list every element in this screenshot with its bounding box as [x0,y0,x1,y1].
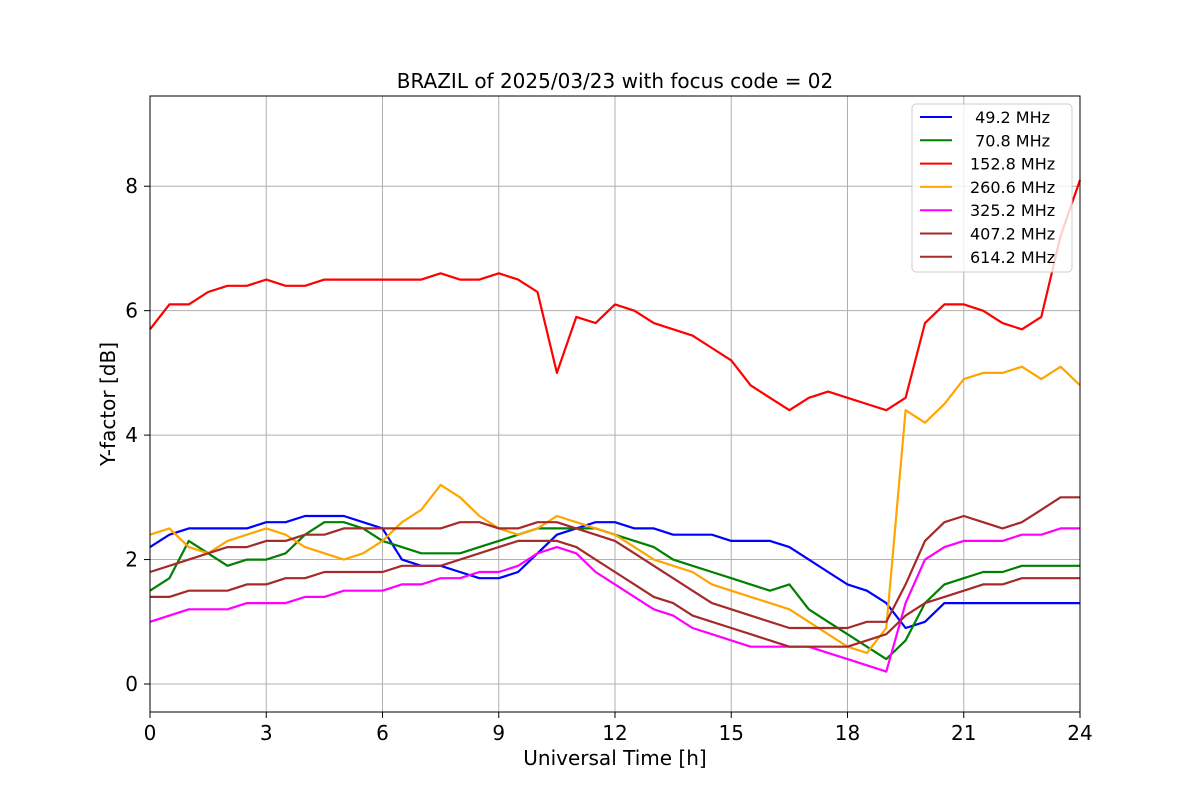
y-tick-label: 0 [125,672,138,696]
series-line-407-2-mhz [149,496,1080,630]
x-tick-label: 0 [144,721,157,745]
x-tick-label: 6 [376,721,389,745]
legend-entry: 614.2 MHz [970,248,1055,267]
x-tick-label: 15 [719,721,744,745]
series-line-152-8-mhz [149,179,1082,412]
y-axis-ticks: 0 2 4 6 8 [125,174,150,696]
legend-box [911,103,1073,273]
y-tick-label: 6 [125,299,138,323]
legend-entry: 49.2 MHz [970,108,1050,127]
legend-entry: 407.2 MHz [970,225,1055,244]
series-lines [149,179,1082,673]
y-tick-label: 2 [125,548,138,572]
series-line-260-6-mhz [149,365,1081,655]
x-tick-label: 24 [1067,721,1092,745]
x-tick-label: 3 [260,721,273,745]
x-axis-ticks: 0 3 6 9 12 15 18 21 24 [144,712,1093,745]
series-line-614-2-mhz [150,539,1080,648]
x-axis-label: Universal Time [h] [523,746,706,770]
series-line-49-2-mhz [149,514,1080,630]
legend-entry: 70.8 MHz [970,131,1050,150]
y-tick-label: 8 [125,174,138,198]
y-axis-label: Y-factor [dB] [96,342,120,467]
series-line-325-2-mhz [149,527,1080,673]
legend-entry: 325.2 MHz [970,201,1055,220]
y-tick-label: 4 [125,423,138,447]
chart-title: BRAZIL of 2025/03/23 with focus code = 0… [397,69,834,93]
x-tick-label: 12 [602,721,627,745]
legend-entry: 152.8 MHz [970,155,1055,174]
x-tick-label: 9 [492,721,505,745]
x-tick-label: 18 [835,721,860,745]
legend-entry: 260.6 MHz [970,178,1055,197]
x-tick-label: 21 [951,721,976,745]
legend: 49.2 MHz 70.8 MHz 152.8 MHz 260.6 MHz 325.2… [911,103,1073,273]
